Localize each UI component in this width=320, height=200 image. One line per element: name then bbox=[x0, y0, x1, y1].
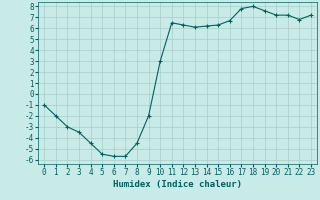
X-axis label: Humidex (Indice chaleur): Humidex (Indice chaleur) bbox=[113, 180, 242, 189]
